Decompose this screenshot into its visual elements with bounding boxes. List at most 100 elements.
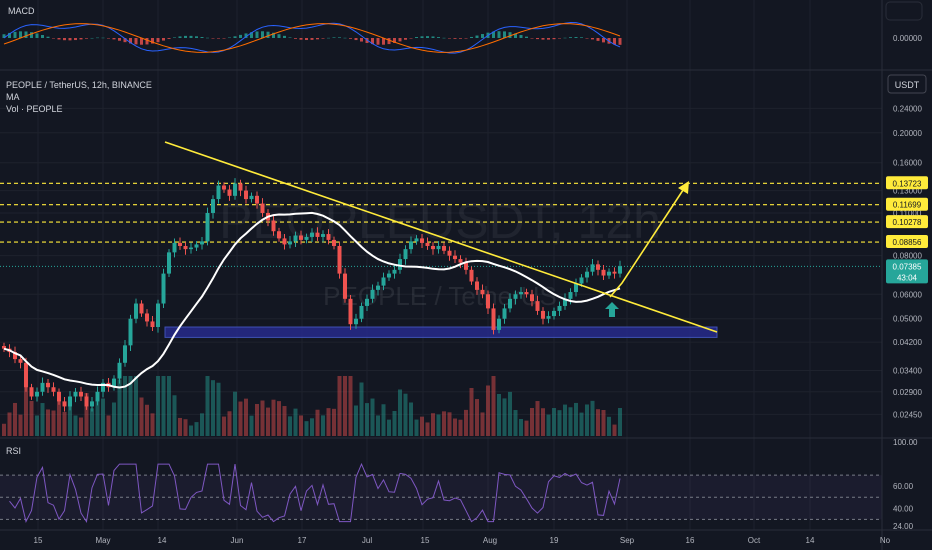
time-axis-label: May [95, 536, 110, 545]
candle-body [189, 247, 193, 250]
candle-body [376, 285, 380, 290]
watermark-sub: PEOPLE / TetherUS [323, 281, 557, 311]
volume-bar [332, 408, 336, 436]
volume-bar [260, 400, 265, 436]
macd-histogram-bar [41, 35, 44, 38]
macd-histogram-bar [90, 37, 94, 39]
macd-histogram-bar [233, 36, 237, 38]
volume-bar [178, 417, 182, 436]
candles [2, 178, 622, 412]
rsi-axis: 100.00 60.00 40.00 24.00 [893, 438, 918, 531]
candle-countdown: 43:04 [897, 273, 918, 282]
volume-bar [409, 402, 413, 436]
ma-legend[interactable]: MA [6, 92, 20, 102]
volume-bar [194, 422, 199, 436]
volume-bar [618, 408, 622, 436]
candle-body [62, 401, 67, 407]
macd-histogram-bar [541, 38, 545, 40]
price-axis: 0.24000 0.20000 0.16000 0.13000 0.11000 0.080… [893, 104, 922, 419]
candle-body [447, 250, 452, 256]
volume-bar [343, 376, 347, 436]
symbol-title[interactable]: PEOPLE / TetherUS, 12h, BINANCE [6, 80, 152, 90]
macd-histogram-bar [316, 38, 319, 40]
resistance-price-label: 0.11699 [893, 201, 922, 210]
candle-body [95, 391, 100, 402]
volume-bar [414, 419, 419, 436]
candle-body [469, 269, 474, 282]
volume-bar [403, 393, 408, 436]
volume-bar [458, 419, 463, 436]
macd-histogram-bar [382, 38, 385, 45]
macd-histogram-bar [459, 38, 462, 39]
candle-body [486, 294, 490, 309]
candle-body [205, 212, 210, 242]
volume-bar [150, 413, 155, 436]
candle-body [392, 269, 397, 274]
resistance-price-label: 0.10278 [893, 218, 922, 227]
candle-body [293, 235, 298, 242]
volume-bar [464, 409, 468, 436]
macd-histogram-bar [431, 36, 435, 38]
macd-histogram-bar [332, 37, 336, 38]
candle-body [508, 298, 512, 309]
volume-bar [486, 385, 490, 436]
price-axis-label: 0.11000 [893, 209, 922, 218]
candle-body [216, 185, 221, 200]
candle-body [541, 310, 545, 319]
macd-histogram-bar [123, 38, 127, 43]
macd-histogram-bar [239, 34, 242, 38]
macd-histogram-bar [321, 38, 325, 39]
macd-histogram-bar [591, 38, 594, 40]
volume-bar [557, 410, 562, 436]
candle-body [590, 264, 595, 272]
macd-signal-line [3, 23, 621, 53]
macd-histogram-bar [404, 38, 407, 40]
volume-bar [2, 423, 6, 436]
candle-body [403, 249, 408, 260]
macd-histogram-bar [151, 38, 154, 44]
volume-bar [266, 407, 270, 436]
time-axis-label: Jun [231, 536, 244, 545]
volume-bar [40, 403, 45, 436]
candle-body [535, 301, 540, 311]
time-axis-label: Sep [620, 536, 635, 545]
candle-body [618, 266, 622, 274]
macd-histogram-bar [211, 38, 215, 39]
rsi-axis-label: 60.00 [893, 482, 914, 491]
currency-button[interactable] [887, 74, 927, 94]
currency-label[interactable]: USDT [895, 80, 920, 90]
volume-legend[interactable]: Vol · PEOPLE [6, 104, 63, 114]
moving-average-line [3, 211, 621, 389]
volume-bar [128, 376, 133, 436]
macd-histogram-bar [184, 35, 187, 38]
volume-bar [590, 400, 595, 436]
volume-bar [145, 404, 149, 436]
candle-body [13, 352, 17, 360]
candle-body [299, 235, 303, 240]
price-axis-label: 0.02900 [893, 388, 922, 397]
candle-body [194, 244, 199, 248]
macd-histogram-bar [415, 37, 418, 38]
descending-trendline [164, 141, 718, 333]
volume-bar [513, 410, 518, 436]
rsi-pane [0, 462, 882, 524]
macd-histogram-bar [244, 33, 248, 38]
candle-body [57, 391, 61, 402]
candle-body [436, 245, 441, 250]
volume-bar [376, 415, 380, 436]
macd-histogram-bar [63, 38, 66, 41]
volume-bar [326, 408, 331, 436]
volume-bars [2, 376, 622, 436]
price-axis-label: 0.20000 [893, 129, 922, 138]
candle-body [574, 283, 578, 293]
macd-histogram-bar [30, 32, 33, 38]
volume-bar [211, 380, 215, 436]
candle-body [453, 255, 457, 260]
candle-body [414, 238, 419, 242]
volume-bar [546, 414, 551, 436]
candle-body [387, 273, 391, 278]
macd-histogram-bar [134, 38, 138, 45]
candle-body [40, 382, 45, 392]
macd-pane-button[interactable] [885, 1, 923, 21]
candle-body [84, 396, 89, 407]
